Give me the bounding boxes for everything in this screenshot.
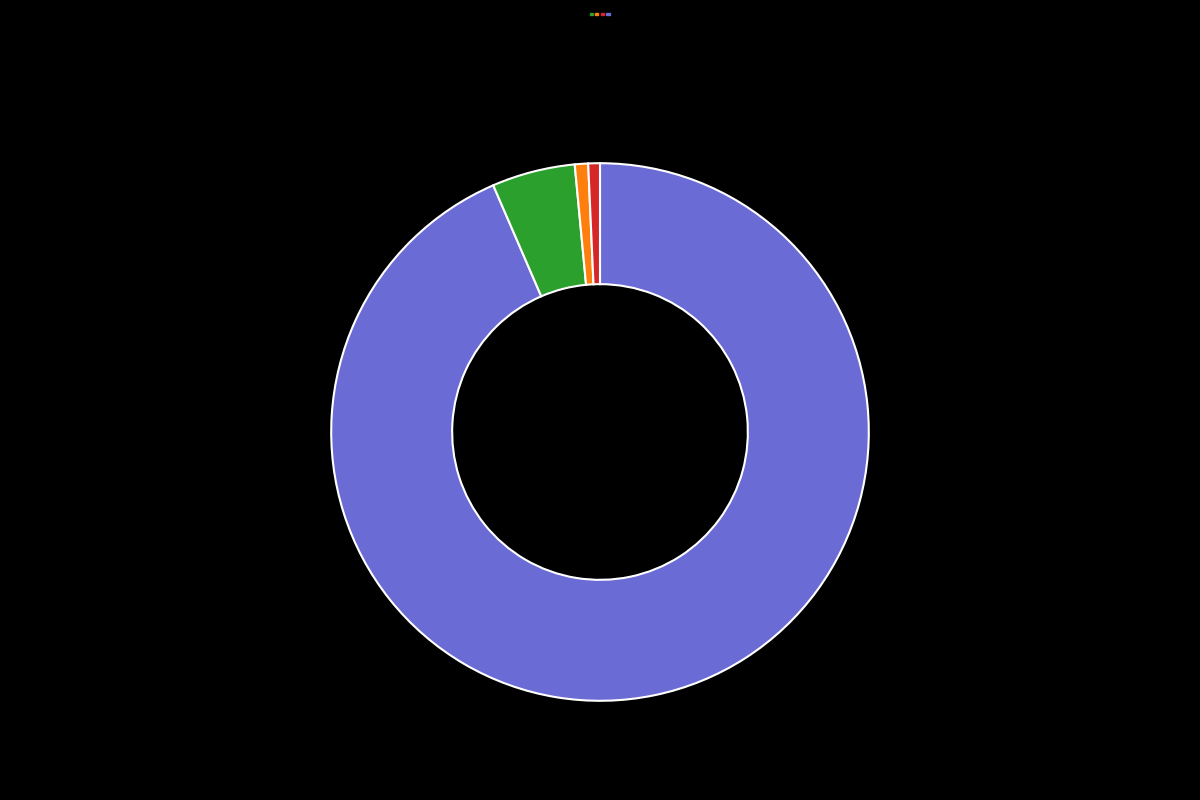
Legend:  ,  ,  ,  : , , , [589, 13, 611, 15]
Wedge shape [588, 163, 600, 284]
Wedge shape [493, 164, 586, 296]
Wedge shape [331, 163, 869, 701]
Wedge shape [575, 163, 594, 285]
